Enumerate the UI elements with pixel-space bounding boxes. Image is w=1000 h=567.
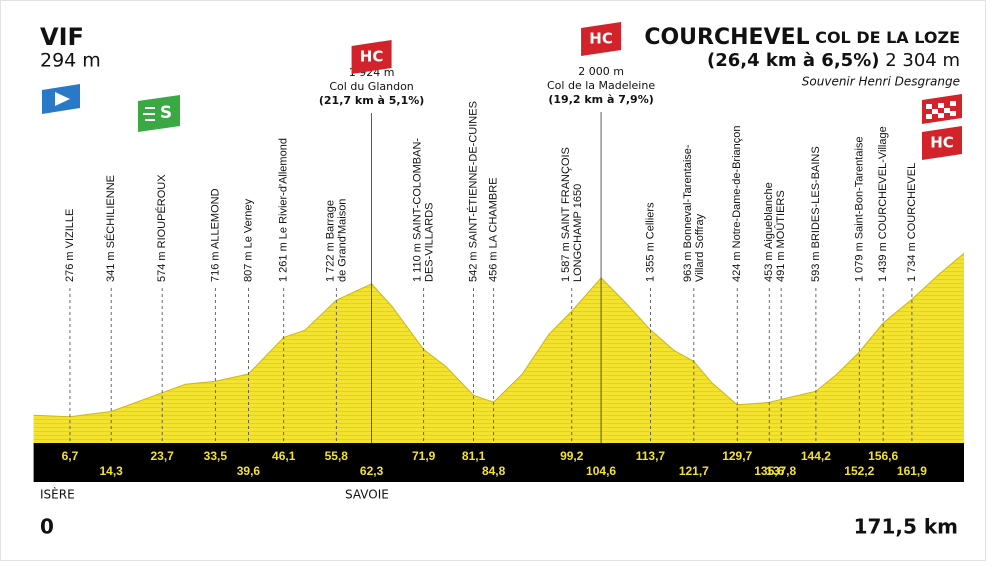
waypoint-label-line: 276 m VIZILLE (64, 209, 76, 282)
summit-name: Col du Glandon (329, 80, 413, 93)
km-label: 39,6 (237, 464, 261, 478)
finish-altitude: 2 304 m (885, 50, 960, 71)
km-label: 156,6 (868, 449, 898, 463)
km-label: 152,2 (844, 464, 874, 478)
start-name: VIF (40, 23, 84, 51)
waypoint-label: 424 m Notre-Dame-de-Briançon (731, 125, 743, 282)
waypoint-label-line: de Grand'Maison (336, 199, 348, 282)
waypoint-label: 456 m LA CHAMBRE (488, 177, 500, 282)
km-label: 14,3 (99, 464, 123, 478)
waypoint-label-line: 1 110 m SAINT-COLOMBAN- (412, 138, 424, 282)
km-label: 121,7 (679, 464, 709, 478)
finish-title: COURCHEVEL COL DE LA LOZE (644, 25, 960, 50)
finish-category: HC (930, 134, 954, 152)
km-label: 113,7 (636, 449, 666, 463)
km-label: 46,1 (272, 449, 296, 463)
waypoint-label-line: 542 m SAINT-ÉTIENNE-DE-CUINES (466, 101, 479, 282)
region-label: ISÈRE (40, 487, 75, 502)
km-band (33, 443, 965, 482)
km-label: 144,2 (801, 449, 831, 463)
waypoint-label: 1 722 m Barragede Grand'Maison (324, 199, 348, 282)
waypoint-label-line: 424 m Notre-Dame-de-Briançon (731, 125, 743, 282)
finish-detail: (26,4 km à 6,5%) (707, 50, 879, 71)
waypoint-label: 1 355 m Celliers (644, 202, 656, 282)
frame (0, 0, 986, 561)
waypoint-label-line: 1 355 m Celliers (644, 202, 656, 282)
finish-flag (922, 94, 962, 124)
waypoint-label-line: 1 734 m COURCHEVEL (906, 163, 918, 282)
waypoint-label-line: Villard Soffray (694, 213, 706, 282)
waypoint-label-line: LONGCHAMP 1650 (572, 184, 584, 282)
waypoint-label-line: 574 m RIOUPÉROUX (155, 174, 168, 282)
summit-altitude: 2 000 m (578, 65, 624, 78)
waypoint-label-line: 807 m Le Verney (242, 198, 254, 282)
waypoint-label-line: 1 722 m Barrage (324, 200, 336, 282)
finish-badge: HC (922, 126, 962, 160)
waypoint-label-line: 593 m BRIDES-LES-BAINS (810, 146, 822, 282)
km-label: 161,9 (897, 464, 927, 478)
sprint-icon: S (138, 95, 180, 132)
waypoint-label: 963 m Bonneval-Tarentaise-Villard Soffra… (682, 144, 706, 282)
km-label: 99,2 (560, 449, 584, 463)
summit-badge (581, 22, 622, 56)
waypoint-label: 1 439 m COURCHEVEL-Village (877, 126, 889, 282)
waypoint-label: 716 m ALLEMOND (209, 188, 221, 282)
waypoint-label: 574 m RIOUPÉROUX (155, 174, 168, 282)
waypoint-label-line: 453 m Aigueblanche (763, 182, 775, 282)
start-altitude: 294 m (40, 50, 101, 72)
finish-name: COURCHEVEL (644, 25, 809, 50)
waypoint-label-line: 1 439 m COURCHEVEL-Village (877, 126, 889, 282)
x-tick-label: 0 (40, 515, 54, 539)
finish-line: (26,4 km à 6,5%) 2 304 m (707, 50, 960, 71)
waypoint-label-line: 341 m SÉCHILIENNE (104, 175, 117, 282)
km-label: 62,3 (360, 464, 384, 478)
summit-detail: (19,2 km à 7,9%) (548, 93, 653, 106)
summit-detail: (21,7 km à 5,1%) (319, 94, 424, 107)
km-label: 6,7 (62, 449, 79, 463)
waypoint-label: 1 587 m SAINT FRANÇOISLONGCHAMP 1650 (560, 147, 584, 282)
profile-line (33, 252, 965, 418)
profile-hatch (33, 253, 965, 443)
km-label: 135,6 (754, 464, 784, 478)
km-label: 71,9 (412, 449, 436, 463)
waypoint-label-line: 963 m Bonneval-Tarentaise- (682, 144, 694, 282)
finish-tribute: Souvenir Henri Desgrange (802, 75, 960, 89)
km-label: 81,1 (462, 449, 486, 463)
waypoint-label: 593 m BRIDES-LES-BAINS (810, 146, 822, 282)
waypoint-label: 453 m Aigueblanche (763, 182, 775, 282)
km-label: 23,7 (150, 449, 174, 463)
waypoint-label: 491 m MOÛTIERS (774, 190, 787, 282)
km-label: 129,7 (722, 449, 752, 463)
km-label: 137,8 (766, 464, 796, 478)
summit-category: HC (360, 48, 384, 66)
waypoint-label-line: DES-VILLARDS (424, 203, 436, 282)
km-label: 55,8 (325, 449, 349, 463)
finish-subname: COL DE LA LOZE (815, 28, 960, 47)
summit-badge (351, 40, 392, 74)
km-label: 84,8 (482, 464, 506, 478)
waypoint-label: 807 m Le Verney (242, 198, 254, 282)
waypoint-label: 1 261 m Le Rivier-d'Allemond (278, 138, 290, 282)
waypoint-label: 341 m SÉCHILIENNE (104, 175, 117, 282)
waypoint-label-line: 491 m MOÛTIERS (774, 190, 787, 282)
sprint-label: S (160, 103, 172, 123)
region-label: SAVOIE (345, 488, 389, 502)
waypoint-label: 1 110 m SAINT-COLOMBAN-DES-VILLARDS (412, 138, 436, 282)
waypoint-label: 1 734 m COURCHEVEL (906, 163, 918, 282)
x-tick-label: 171,5 km (854, 515, 958, 539)
waypoint-label-line: 1 587 m SAINT FRANÇOIS (560, 147, 572, 282)
waypoint-label-line: 716 m ALLEMOND (209, 188, 221, 282)
waypoint-label-line: 456 m LA CHAMBRE (488, 177, 500, 282)
waypoint-label-line: 1 079 m Saint-Bon-Tarentaise (853, 136, 865, 282)
km-label: 104,6 (586, 464, 616, 478)
waypoint-label: 1 079 m Saint-Bon-Tarentaise (853, 136, 865, 282)
start-icon (42, 84, 80, 114)
waypoint-label: 276 m VIZILLE (64, 209, 76, 282)
summit-name: Col de la Madeleine (547, 79, 655, 92)
waypoint-label-line: 1 261 m Le Rivier-d'Allemond (278, 138, 290, 282)
summit-category: HC (589, 30, 613, 48)
waypoint-label: 542 m SAINT-ÉTIENNE-DE-CUINES (466, 101, 479, 282)
km-label: 33,5 (204, 449, 228, 463)
